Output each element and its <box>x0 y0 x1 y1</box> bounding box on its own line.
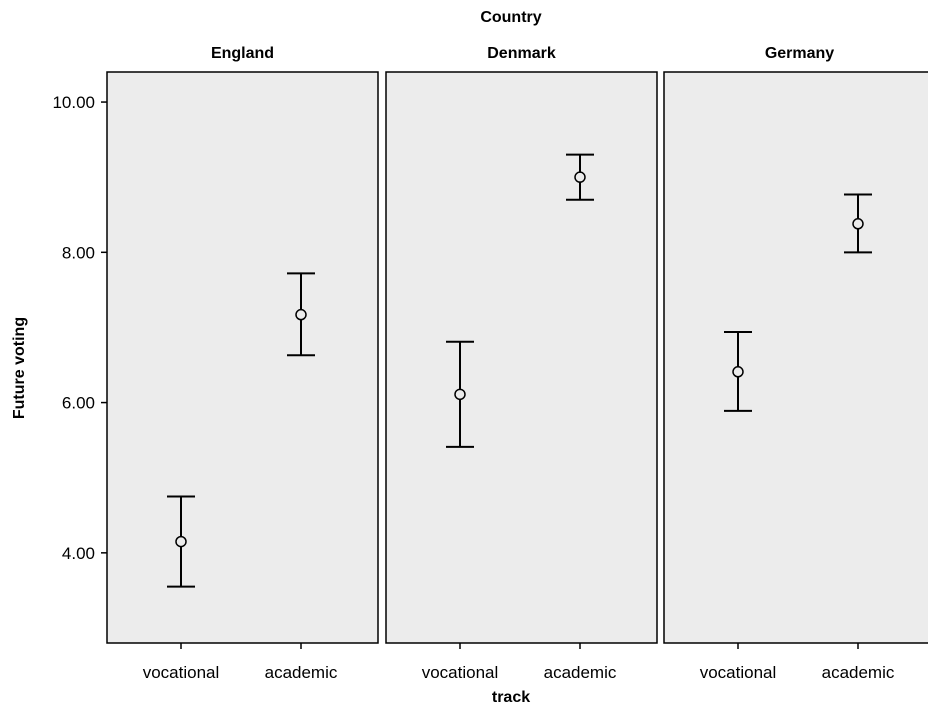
x-tick-label: academic <box>544 663 617 682</box>
panel-title: Denmark <box>487 45 556 62</box>
panel-germany: Germany vocational academic <box>663 45 928 682</box>
x-tick-label: academic <box>265 663 338 682</box>
mean-point <box>852 218 864 230</box>
error-bar-academic <box>566 153 594 201</box>
panel-background <box>385 71 658 644</box>
panel-england: England vocational academic <box>106 45 379 682</box>
y-tick-label: 4.00 <box>62 544 95 563</box>
y-axis-label: Future voting <box>11 317 28 419</box>
mean-point <box>574 171 586 183</box>
panel-background <box>663 71 928 644</box>
error-bar-vocational <box>446 340 474 448</box>
error-bar-academic <box>844 193 872 254</box>
error-bar-vocational <box>724 330 752 412</box>
mean-point <box>175 535 187 548</box>
mean-point <box>295 308 307 321</box>
x-tick-label: vocational <box>143 663 220 682</box>
panel-denmark: Denmark vocational academic <box>385 45 658 682</box>
panel-title: Germany <box>765 45 834 62</box>
y-tick-label: 8.00 <box>62 243 95 262</box>
error-bar-vocational <box>167 495 195 588</box>
y-tick-label: 6.00 <box>62 394 95 413</box>
x-axis-label: track <box>492 689 530 706</box>
x-tick-label: vocational <box>700 663 777 682</box>
panels-layer: England vocational academic Denmark vocation… <box>106 45 928 682</box>
x-tick-label: academic <box>822 663 895 682</box>
error-bar-academic <box>287 272 315 357</box>
panel-background <box>106 71 379 644</box>
y-tick-label: 10.00 <box>52 93 95 112</box>
mean-point <box>732 366 744 378</box>
y-axis: 4.00 6.00 8.00 10.00 <box>52 93 107 563</box>
x-tick-label: vocational <box>422 663 499 682</box>
mean-point <box>454 388 466 401</box>
chart-title: Country <box>480 9 541 26</box>
panel-title: England <box>211 45 274 62</box>
